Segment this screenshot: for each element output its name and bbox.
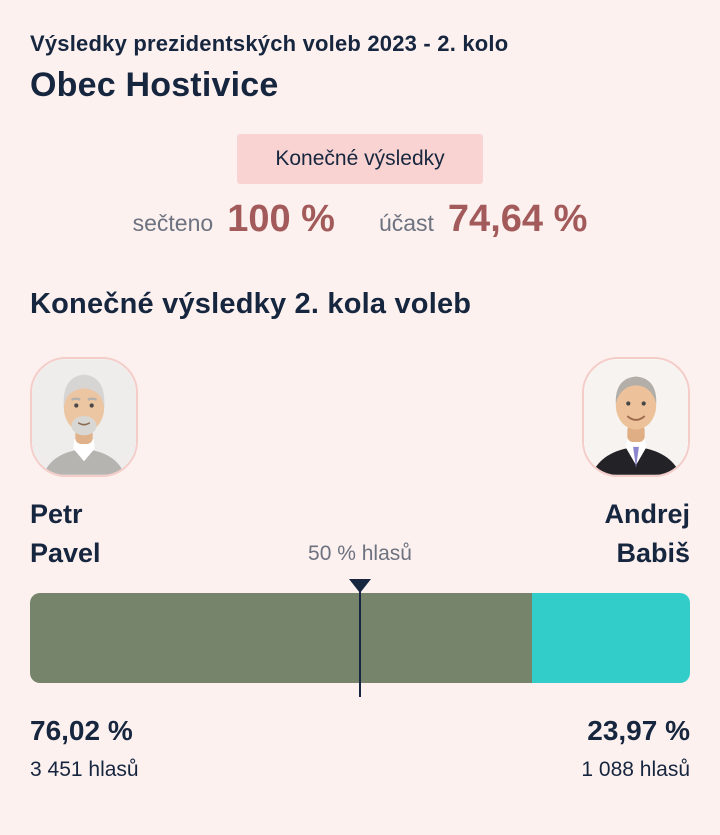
stats-row: sečteno 100 % účast 74,64 %	[30, 198, 690, 241]
pavel-percent: 76,02 %	[30, 715, 133, 746]
counted-label: sečteno	[132, 210, 214, 236]
votes-row: 3 451 hlasů 1 088 hlasů	[30, 758, 690, 782]
percents-row: 76,02 % 23,97 %	[30, 715, 690, 747]
section-heading: Konečné výsledky 2. kola voleb	[30, 288, 472, 320]
pavel-bar-segment	[30, 593, 532, 683]
turnout-value: 74,64 %	[447, 198, 588, 240]
babis-first-name: Andrej	[604, 499, 690, 529]
andrej-babis-portrait-icon	[584, 359, 688, 475]
candidate-name-babis: Andrej Babiš	[604, 495, 690, 573]
page-subtitle: Výsledky prezidentských voleb 2023 - 2. …	[30, 31, 509, 56]
pavel-votes: 3 451 hlasů	[30, 758, 139, 781]
petr-pavel-portrait-icon	[32, 359, 136, 475]
babis-votes: 1 088 hlasů	[581, 758, 690, 781]
candidate-names-row: Petr Pavel 50 % hlasů Andrej Babiš	[30, 495, 690, 573]
babis-last-name: Babiš	[616, 538, 690, 568]
babis-percent: 23,97 %	[587, 715, 690, 746]
turnout-label: účast	[378, 210, 434, 236]
counted-value: 100 %	[227, 198, 335, 240]
babis-bar-segment	[531, 593, 690, 683]
final-results-badge: Konečné výsledky	[237, 134, 483, 184]
threshold-marker-line	[359, 589, 361, 697]
candidate-name-pavel: Petr Pavel	[30, 495, 101, 573]
threshold-marker-triangle-icon	[349, 579, 371, 593]
badge-row: Konečné výsledky	[30, 134, 690, 184]
candidate-photos-row	[30, 357, 690, 477]
threshold-label: 50 % hlasů	[308, 542, 412, 565]
result-bar-area	[30, 579, 690, 699]
pavel-first-name: Petr	[30, 499, 83, 529]
turnout-stat: účast 74,64 %	[379, 198, 587, 241]
result-bar	[30, 593, 690, 683]
page-title: Obec Hostivice	[30, 66, 279, 104]
pavel-last-name: Pavel	[30, 538, 101, 568]
counted-stat: sečteno 100 %	[133, 198, 335, 241]
petr-pavel-photo	[30, 357, 138, 477]
andrej-babis-photo	[582, 357, 690, 477]
